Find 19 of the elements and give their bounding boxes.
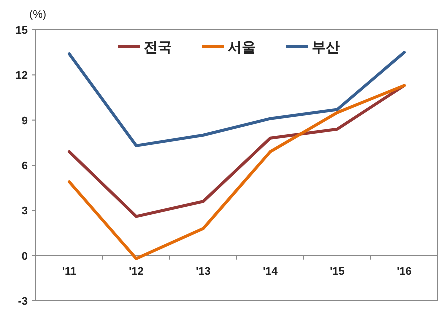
legend-label: 부산 bbox=[312, 39, 340, 55]
x-tick-label: '15 bbox=[330, 266, 345, 278]
x-tick-label: '16 bbox=[397, 266, 412, 278]
y-axis-title: (%) bbox=[29, 9, 47, 21]
line-series bbox=[68, 84, 406, 260]
x-tick-label: '11 bbox=[62, 266, 77, 278]
x-tick-label: '12 bbox=[129, 266, 144, 278]
y-tick-label: 3 bbox=[22, 206, 28, 218]
x-tick-label: '14 bbox=[263, 266, 279, 278]
y-tick-label: 12 bbox=[16, 70, 28, 82]
x-tick-label: '13 bbox=[196, 266, 211, 278]
y-tick-label: 0 bbox=[22, 250, 28, 263]
legend-label: 서울 bbox=[228, 39, 256, 55]
y-tick-label: 6 bbox=[22, 160, 28, 172]
legend-label: 전국 bbox=[144, 39, 172, 55]
y-tick-label: 9 bbox=[22, 115, 28, 128]
y-tick-label: -3 bbox=[18, 296, 28, 308]
y-tick-label: 15 bbox=[16, 25, 28, 37]
line-series bbox=[68, 84, 406, 218]
